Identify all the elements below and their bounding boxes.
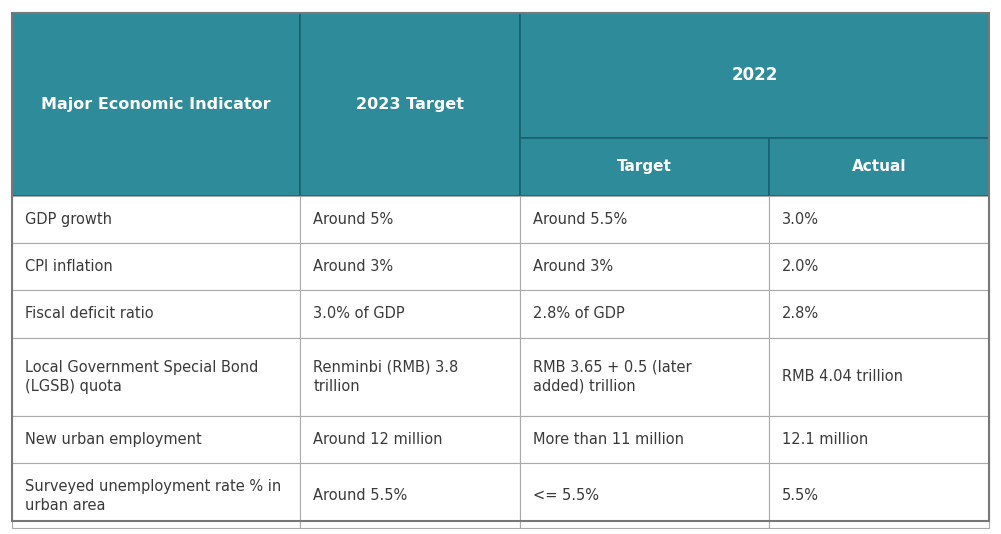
- Text: 2.8% of GDP: 2.8% of GDP: [534, 307, 625, 321]
- Bar: [12, 243, 300, 290]
- Text: Around 12 million: Around 12 million: [313, 432, 442, 447]
- Bar: [521, 290, 769, 337]
- Bar: [769, 243, 989, 290]
- Text: CPI inflation: CPI inflation: [25, 259, 113, 274]
- Text: 3.0% of GDP: 3.0% of GDP: [313, 307, 404, 321]
- Text: Target: Target: [618, 159, 672, 174]
- Text: RMB 4.04 trillion: RMB 4.04 trillion: [782, 370, 903, 384]
- Bar: [521, 13, 989, 138]
- Text: Around 5.5%: Around 5.5%: [534, 212, 628, 227]
- Text: 2.8%: 2.8%: [782, 307, 819, 321]
- Bar: [521, 243, 769, 290]
- Bar: [521, 337, 769, 416]
- Bar: [521, 138, 769, 196]
- Bar: [769, 196, 989, 243]
- Bar: [12, 337, 300, 416]
- Text: Major Economic Indicator: Major Economic Indicator: [41, 97, 271, 112]
- Bar: [300, 290, 521, 337]
- Text: Surveyed unemployment rate % in
urban area: Surveyed unemployment rate % in urban ar…: [25, 478, 281, 513]
- Bar: [300, 416, 521, 464]
- Bar: [769, 138, 989, 196]
- Text: GDP growth: GDP growth: [25, 212, 112, 227]
- Text: 2022: 2022: [732, 67, 778, 84]
- Text: Around 5.5%: Around 5.5%: [313, 488, 407, 503]
- Text: Around 5%: Around 5%: [313, 212, 393, 227]
- Bar: [12, 416, 300, 464]
- Text: Fiscal deficit ratio: Fiscal deficit ratio: [25, 307, 153, 321]
- Text: Around 3%: Around 3%: [313, 259, 393, 274]
- Bar: [12, 290, 300, 337]
- Bar: [521, 464, 769, 528]
- Bar: [769, 416, 989, 464]
- Text: Renminbi (RMB) 3.8
trillion: Renminbi (RMB) 3.8 trillion: [313, 360, 458, 394]
- Text: 2023 Target: 2023 Target: [356, 97, 464, 112]
- Bar: [12, 13, 300, 196]
- Text: Actual: Actual: [852, 159, 906, 174]
- Text: More than 11 million: More than 11 million: [534, 432, 684, 447]
- Bar: [521, 416, 769, 464]
- Bar: [300, 337, 521, 416]
- Bar: [300, 464, 521, 528]
- Text: 5.5%: 5.5%: [782, 488, 819, 503]
- Text: Around 3%: Around 3%: [534, 259, 614, 274]
- Text: <= 5.5%: <= 5.5%: [534, 488, 599, 503]
- Text: RMB 3.65 + 0.5 (later
added) trillion: RMB 3.65 + 0.5 (later added) trillion: [534, 360, 692, 394]
- Text: 2.0%: 2.0%: [782, 259, 820, 274]
- Bar: [769, 464, 989, 528]
- Bar: [769, 290, 989, 337]
- Bar: [300, 13, 521, 196]
- Bar: [521, 196, 769, 243]
- Bar: [300, 196, 521, 243]
- Text: 12.1 million: 12.1 million: [782, 432, 869, 447]
- Text: New urban employment: New urban employment: [25, 432, 202, 447]
- Text: Local Government Special Bond
(LGSB) quota: Local Government Special Bond (LGSB) quo…: [25, 360, 258, 394]
- Bar: [769, 337, 989, 416]
- Bar: [300, 243, 521, 290]
- Text: 3.0%: 3.0%: [782, 212, 819, 227]
- Bar: [12, 196, 300, 243]
- Bar: [12, 464, 300, 528]
